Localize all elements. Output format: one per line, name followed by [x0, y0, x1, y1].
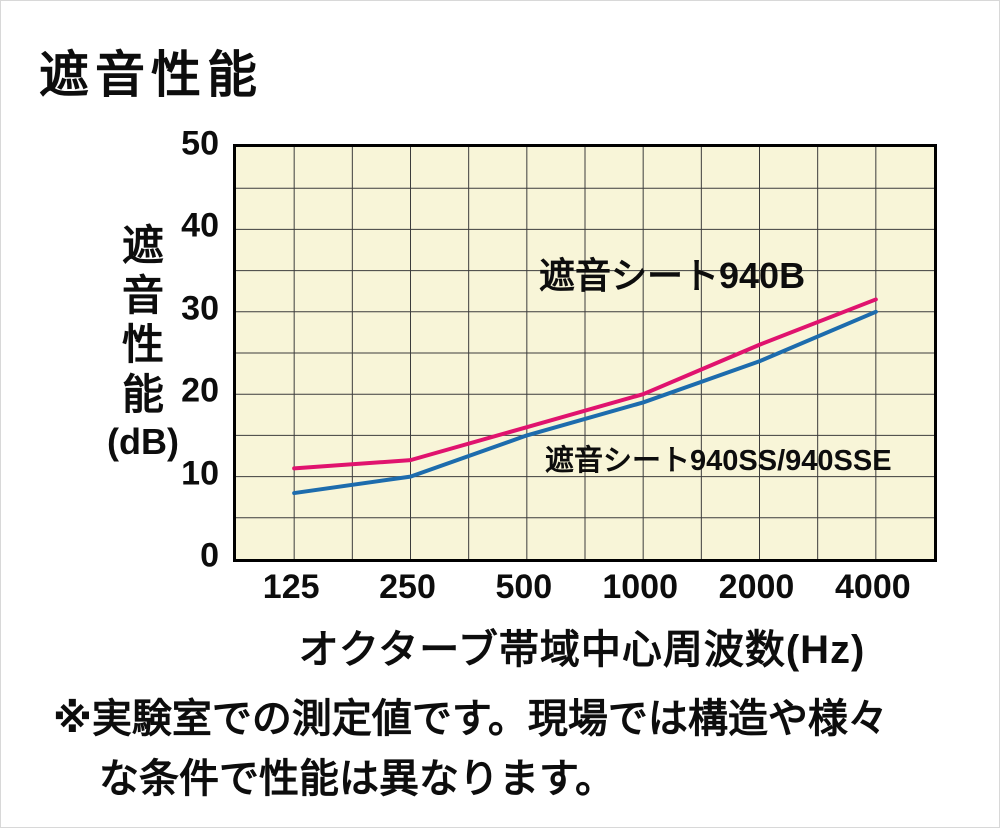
y-tick-label: 10	[181, 454, 219, 493]
footnote: ※実験室での測定値です。現場では構造や様々 な条件で性能は異なります。	[53, 689, 888, 809]
y-axis-label: 遮 音 性 能	[121, 222, 164, 418]
series-line	[292, 297, 878, 471]
series-line	[292, 309, 878, 496]
chart-canvas	[236, 147, 934, 559]
page-title: 遮音性能	[39, 47, 263, 103]
x-tick-label: 125	[262, 568, 320, 606]
x-tick-label: 250	[379, 568, 436, 606]
x-tick-label: 2000	[718, 568, 795, 606]
footnote-line-2: な条件で性能は異なります。	[99, 757, 615, 801]
y-tick-label: 20	[181, 371, 219, 410]
y-tick-label: 40	[181, 206, 219, 245]
series-label-940ss: 遮音シート940SS/940SSE	[545, 445, 892, 477]
x-axis-label: オクターブ帯域中心周波数(Hz)	[298, 628, 866, 672]
y-tick-label: 50	[181, 124, 219, 163]
x-tick-label: 1000	[602, 568, 678, 606]
x-tick-label: 500	[495, 568, 553, 606]
plot-area	[233, 144, 937, 562]
footnote-line-1: ※実験室での測定値です。現場では構造や様々	[53, 697, 888, 741]
y-axis-unit-label: (dB)	[107, 421, 179, 462]
y-tick-label: 30	[181, 289, 219, 328]
x-tick-label: 4000	[835, 568, 911, 606]
series-label-940b: 遮音シート940B	[539, 255, 806, 296]
y-tick-label: 0	[200, 536, 219, 575]
